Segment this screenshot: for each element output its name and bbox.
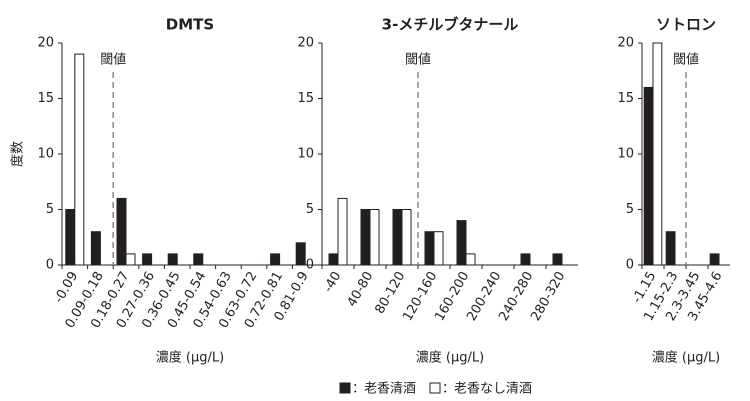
y-tick-label: 5 [626,202,634,217]
bar [328,253,339,266]
x-axis-label: 濃度 (μg/L) [652,350,720,366]
y-tick-label: 5 [46,202,54,217]
legend-separator: ： [442,382,455,397]
y-tick-label: 20 [297,36,314,51]
bar [465,253,476,266]
bar [125,253,136,266]
bar [270,253,281,266]
y-tick-label: 0 [626,258,634,273]
bar [652,42,663,266]
legend-swatch [339,382,351,394]
y-tick-label: 10 [617,147,634,162]
y-axis-label: 度数 [10,141,26,167]
bar [74,53,85,266]
bar [520,253,531,266]
bar [424,231,435,266]
y-tick-label: 15 [617,91,634,106]
bar [643,86,654,266]
bar [433,231,444,266]
bar [392,209,403,266]
bar [167,253,178,266]
bar [337,197,348,266]
legend-label: 老香なし清酒 [454,382,532,397]
chart-title: DMTS [166,16,214,34]
bar [665,231,676,266]
y-tick-label: 15 [297,91,314,106]
bar [142,253,153,266]
x-tick-label: 80-120 [372,269,408,316]
y-tick-label: 20 [37,36,54,51]
y-tick-label: 0 [306,258,314,273]
bar [90,231,101,266]
bar [456,220,467,266]
y-tick-label: 15 [37,91,54,106]
y-tick-label: 0 [46,258,54,273]
bar [116,197,127,266]
chart-title: ソトロン [656,16,716,34]
threshold-label: 閾値 [100,52,126,68]
chart-title: 3-メチルブタナール [382,16,519,34]
bar [360,209,371,266]
y-tick-label: 10 [37,147,54,162]
bar [295,242,306,266]
bar [401,209,412,266]
legend-label: 老香清酒 [364,382,416,397]
threshold-label: 閾値 [405,52,431,68]
bar [369,209,380,266]
x-tick-label: -40 [321,269,345,295]
bar [193,253,204,266]
bar [709,253,720,266]
y-tick-label: 5 [306,202,314,217]
legend-swatch [429,382,441,394]
y-tick-label: 10 [297,147,314,162]
x-tick-label: 40-80 [345,269,377,309]
bar [552,253,563,266]
x-axis-label: 濃度 (μg/L) [156,350,224,366]
threshold-label: 閾値 [673,52,699,68]
legend-separator: ： [352,382,365,397]
y-tick-label: 20 [617,36,634,51]
bar [65,209,76,266]
x-axis-label: 濃度 (μg/L) [416,350,484,366]
